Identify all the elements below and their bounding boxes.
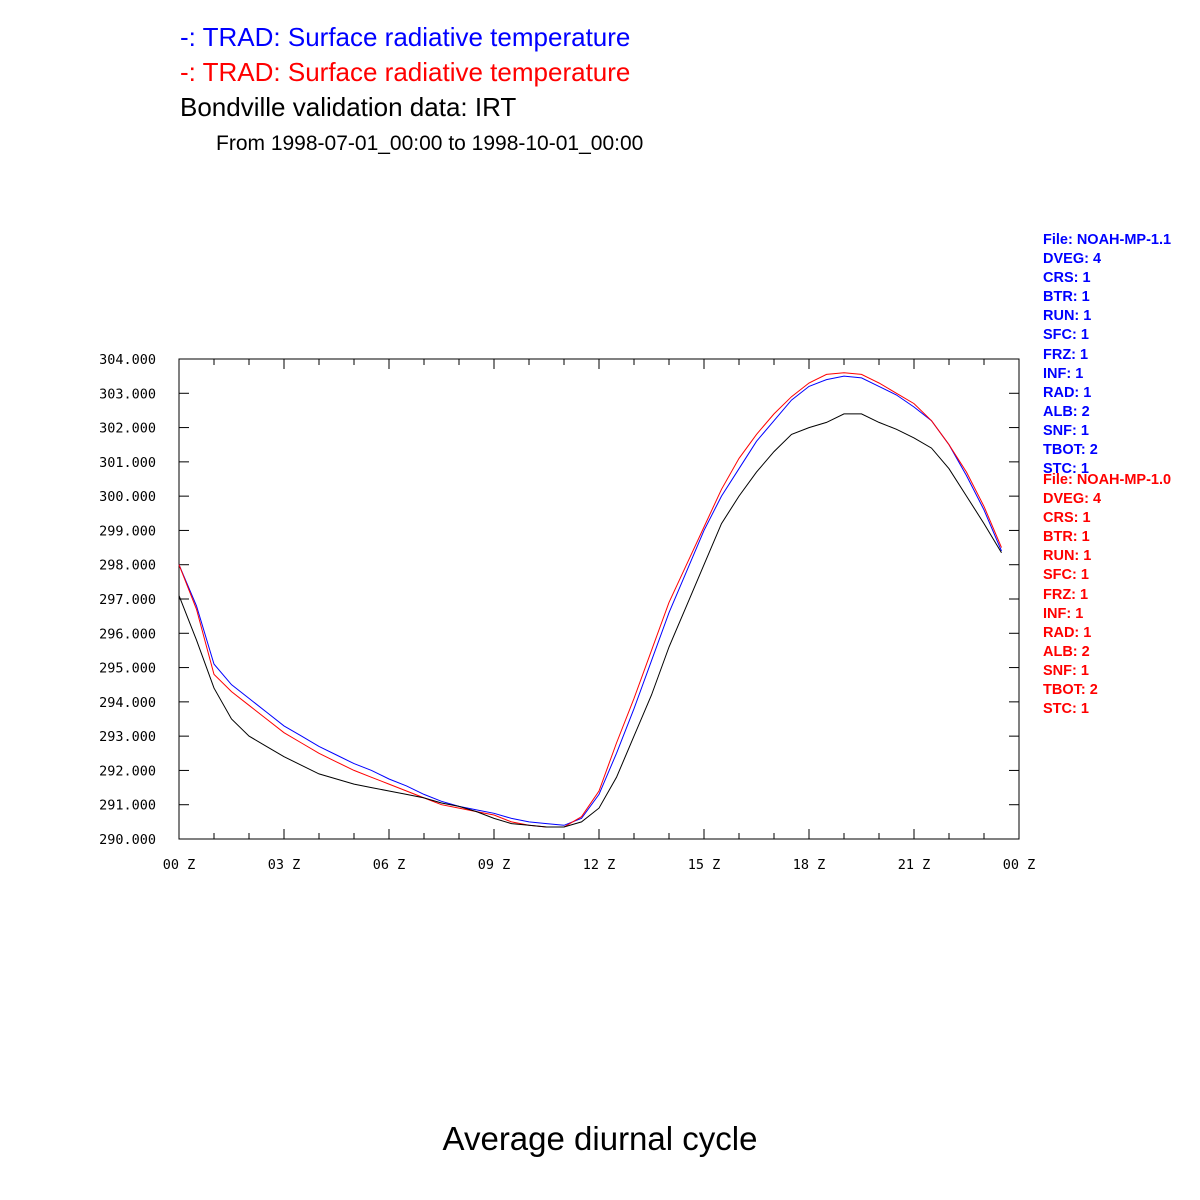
info-item: SFC: 1 <box>1043 567 1089 584</box>
info-item: RAD: 1 <box>1043 384 1092 401</box>
info-item: CRS: 1 <box>1043 270 1091 287</box>
info-item: DVEG: 4 <box>1043 251 1102 268</box>
info-item: INF: 1 <box>1043 365 1084 382</box>
info-item: TBOT: 2 <box>1043 442 1098 459</box>
y-tick-label: 301.000 <box>99 455 156 471</box>
info-item: ALB: 2 <box>1043 403 1090 420</box>
series-line-noah-mp-1-0 <box>178 372 1002 828</box>
info-item: SFC: 1 <box>1043 327 1089 344</box>
y-tick-label: 290.000 <box>99 832 156 848</box>
y-tick-label: 295.000 <box>99 661 156 677</box>
y-tick-label: 292.000 <box>99 763 156 779</box>
info-item: SNF: 1 <box>1043 422 1089 439</box>
chart-title-blue: -: TRAD: Surface radiative temperature <box>180 22 631 52</box>
chart-date-range: From 1998-07-01_00:00 to 1998-10-01_00:0… <box>216 132 644 155</box>
info-item: RUN: 1 <box>1043 308 1092 325</box>
chart-footer-title: Average diurnal cycle <box>442 1120 758 1157</box>
x-tick-label: 00 Z <box>1003 857 1036 873</box>
x-tick-label: 15 Z <box>688 857 721 873</box>
info-item: CRS: 1 <box>1043 510 1091 527</box>
info-item: STC: 1 <box>1043 461 1089 478</box>
info-item: File: NOAH-MP-1.1 <box>1043 232 1172 248</box>
x-tick-label: 09 Z <box>478 857 511 873</box>
y-tick-label: 304.000 <box>99 352 156 368</box>
info-item: RAD: 1 <box>1043 624 1092 641</box>
info-item: File: NOAH-MP-1.0 <box>1043 472 1172 488</box>
x-tick-label: 12 Z <box>583 857 616 873</box>
info-item: INF: 1 <box>1043 605 1084 622</box>
info-item: BTR: 1 <box>1043 529 1090 546</box>
series-line-noah-mp-1-1 <box>178 375 1002 826</box>
y-tick-label: 299.000 <box>99 523 156 539</box>
chart-title-validation: Bondville validation data: IRT <box>180 92 517 122</box>
chart-title-red: -: TRAD: Surface radiative temperature <box>180 57 631 87</box>
y-tick-label: 302.000 <box>99 421 156 437</box>
x-tick-label: 21 Z <box>898 857 931 873</box>
y-tick-label: 291.000 <box>99 798 156 814</box>
y-tick-label: 300.000 <box>99 489 156 505</box>
info-item: BTR: 1 <box>1043 289 1090 306</box>
info-item: TBOT: 2 <box>1043 682 1098 699</box>
info-item: STC: 1 <box>1043 701 1089 718</box>
info-item: RUN: 1 <box>1043 548 1092 565</box>
y-tick-label: 298.000 <box>99 558 156 574</box>
info-item: FRZ: 1 <box>1043 586 1089 603</box>
info-item: SNF: 1 <box>1043 662 1089 679</box>
y-tick-label: 297.000 <box>99 592 156 608</box>
series-line-observed <box>178 413 1002 828</box>
x-tick-label: 00 Z <box>163 857 196 873</box>
x-tick-label: 18 Z <box>793 857 826 873</box>
info-list-red: File: NOAH-MP-1.0 DVEG: 4 CRS: 1 BTR: 1 RUN:… <box>1043 471 1171 719</box>
x-tick-label: 06 Z <box>373 857 406 873</box>
info-item: ALB: 2 <box>1043 643 1090 660</box>
y-tick-label: 294.000 <box>99 695 156 711</box>
x-tick-label: 03 Z <box>268 857 301 873</box>
y-tick-label: 296.000 <box>99 626 156 642</box>
y-tick-label: 293.000 <box>99 729 156 745</box>
info-list-blue: File: NOAH-MP-1.1 DVEG: 4 CRS: 1 BTR: 1 RUN:… <box>1043 231 1171 479</box>
info-item: DVEG: 4 <box>1043 491 1102 508</box>
y-tick-label: 303.000 <box>99 386 156 402</box>
info-item: FRZ: 1 <box>1043 346 1089 363</box>
